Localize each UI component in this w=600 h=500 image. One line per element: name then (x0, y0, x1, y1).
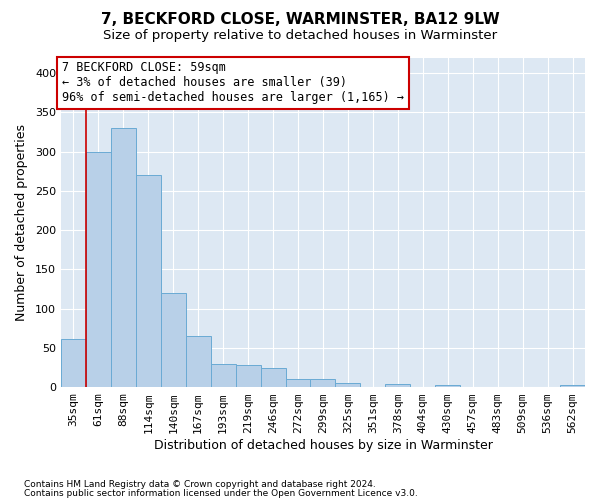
Bar (86, 152, 111, 387)
Bar (260, 368, 286, 387)
Bar (136, 175, 161, 387)
Text: 7, BECKFORD CLOSE, WARMINSTER, BA12 9LW: 7, BECKFORD CLOSE, WARMINSTER, BA12 9LW (101, 12, 499, 28)
Bar (335, 384, 361, 387)
Bar (435, 385, 460, 387)
Bar (186, 336, 211, 387)
Text: 7 BECKFORD CLOSE: 59sqm
← 3% of detached houses are smaller (39)
96% of semi-det: 7 BECKFORD CLOSE: 59sqm ← 3% of detached… (62, 62, 404, 104)
Text: Contains public sector information licensed under the Open Government Licence v3: Contains public sector information licen… (24, 488, 418, 498)
Bar (560, 385, 585, 387)
Bar (111, 128, 136, 387)
Bar (161, 293, 186, 387)
Bar (211, 364, 236, 387)
Text: Contains HM Land Registry data © Crown copyright and database right 2024.: Contains HM Land Registry data © Crown c… (24, 480, 376, 489)
Bar (310, 378, 335, 387)
Bar (236, 365, 260, 387)
Y-axis label: Number of detached properties: Number of detached properties (15, 124, 28, 321)
Bar (286, 378, 310, 387)
Bar (385, 384, 410, 387)
X-axis label: Distribution of detached houses by size in Warminster: Distribution of detached houses by size … (154, 440, 493, 452)
Bar (61, 338, 86, 387)
Text: Size of property relative to detached houses in Warminster: Size of property relative to detached ho… (103, 29, 497, 42)
